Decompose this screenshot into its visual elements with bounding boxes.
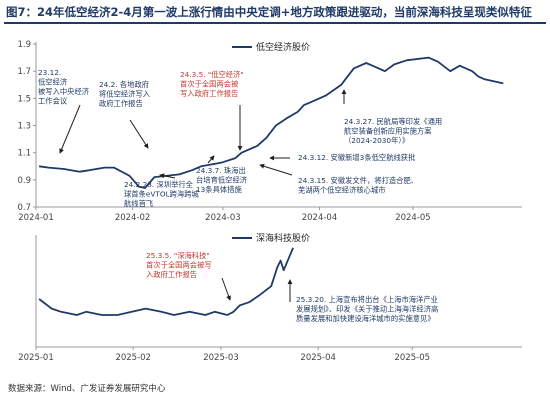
low-altitude-annotation-line: 低空经济 (38, 78, 68, 87)
low-altitude-annotation-5: 24.3.12. 安徽新增3条低空航线获批 (298, 153, 415, 162)
figure-title: 图7：24年低空经济2-4月第一波上涨行情由中央定调+地方政策跟进驱动，当前深海… (6, 5, 532, 19)
low-altitude-annotation-7: 24.2.28. 深圳举行全球首条eVTOL跨海跨城航线首飞 (124, 180, 200, 208)
data-source-note: 数据来源：Wind、广发证券发展研究中心 (8, 384, 166, 394)
low-altitude-annotation-line: 24.3.7. 珠海出 (196, 166, 246, 175)
low-altitude-annotation-line: （2024-2030年）》 (344, 136, 409, 145)
low-altitude-annotation-line: 24.2.28. 深圳举行全 (124, 180, 194, 189)
low-altitude-annotation-line: 24.3.12. 安徽新增3条低空航线获批 (298, 153, 415, 162)
low-altitude-annotation-line: 写入政府工作报告 (180, 89, 238, 98)
low-altitude-annotation-line: 台培育低空经济 (196, 176, 248, 185)
title-divider (4, 22, 546, 24)
low-altitude-annotation-line: 24.3.27. 民航局等印发《通用 (344, 117, 442, 126)
x-tick-label: 2024-02 (115, 213, 151, 223)
deep-sea-annotation-line: 质量发展和加快建设海洋城市的实施意见》 (296, 314, 435, 323)
legend-label-low-altitude: 低空经济股价 (256, 41, 310, 53)
x-tick-label-2: 2025-03 (203, 353, 239, 363)
y-tick-label: 1.1 (17, 149, 31, 159)
y-tick-label: 1.7 (17, 67, 31, 77)
y-tick-label: 1.9 (17, 40, 31, 50)
low-altitude-annotation-line: 政府工作报告 (99, 99, 143, 108)
low-altitude-annotation-6: 24.3.15. 安徽发文件，将打造合肥、芜湖两个低空经济核心城市 (298, 176, 418, 195)
low-altitude-annotation-arrow (207, 155, 215, 164)
low-altitude-annotation-line: 被写入中央经济 (38, 87, 90, 96)
deep-sea-annotation-line: 25.3.20. 上海宣布将出台《上海市海洋产业 (296, 295, 438, 304)
deep-sea-annotation-line: 25.3.5. "深海科技" (146, 251, 210, 260)
low-altitude-annotation-line: 航空装备创新应用实施方案 (344, 127, 432, 136)
x-tick-label-2: 2025-01 (18, 353, 54, 363)
low-altitude-annotation-line: 将低空经济写入 (99, 90, 151, 99)
low-altitude-annotation-2: 24.2. 各地政府将低空经济写入政府工作报告 (99, 80, 151, 108)
low-altitude-annotation-line: 球首条eVTOL跨海跨城 (124, 190, 200, 199)
low-altitude-annotation-4: 24.3.27. 民航局等印发《通用航空装备创新应用实施方案（2024-2030… (344, 117, 442, 145)
deep-sea-annotation-1: 25.3.5. "深海科技"首次于全国两会被写入政府工作报告 (146, 251, 212, 279)
deep-sea-annotation-line: 首次于全国两会被写 (146, 261, 212, 270)
x-tick-label: 2024-03 (205, 213, 241, 223)
low-altitude-annotation-arrow (59, 104, 81, 154)
x-tick-label-2: 2025-05 (395, 353, 431, 363)
low-altitude-annotation-arrow (159, 173, 176, 179)
series-line-low-altitude (38, 56, 504, 189)
low-altitude-annotation-line: 24.3.5. "低空经济" (180, 70, 244, 79)
low-altitude-annotation-3: 24.3.5. "低空经济"首次于全国两会被写入政府工作报告 (180, 70, 244, 98)
low-altitude-annotation-line: 13条具体措施 (196, 185, 242, 194)
deep-sea-annotation-line: 入政府工作报告 (146, 270, 197, 279)
x-tick-label-2: 2025-04 (300, 353, 336, 363)
y-tick-label: 0.9 (17, 176, 31, 186)
series-line-deep-sea (38, 247, 294, 316)
legend-label-deep-sea: 深海科技股价 (256, 232, 310, 244)
figure-title-bar: 图7：24年低空经济2-4月第一波上涨行情由中央定调+地方政策跟进驱动，当前深海… (0, 0, 550, 24)
low-altitude-annotation-line: 23.12. (38, 68, 61, 77)
x-tick-label: 2024-01 (18, 213, 54, 223)
low-altitude-annotation-arrow (259, 163, 293, 176)
deep-sea-annotation-line: 发展规划》、印发《关于推动上海海洋经济高 (296, 305, 438, 314)
low-altitude-annotation-1: 23.12.低空经济被写入中央经济工作会议 (38, 68, 90, 106)
deep-sea-annotation-2: 25.3.20. 上海宣布将出台《上海市海洋产业发展规划》、印发《关于推动上海海… (296, 295, 438, 323)
x-tick-label: 2024-05 (395, 213, 431, 223)
x-tick-label: 2024-04 (302, 213, 338, 223)
y-tick-label: 1.5 (17, 94, 31, 104)
low-altitude-annotation-line: 首次于全国两会被 (180, 80, 239, 89)
low-altitude-annotation-arrow (129, 119, 149, 149)
low-altitude-annotation-8: 24.3.7. 珠海出台培育低空经济 13条具体措施 (196, 166, 248, 194)
low-altitude-annotation-line: 24.2. 各地政府 (99, 80, 149, 89)
low-altitude-annotation-line: 工作会议 (38, 97, 68, 106)
y-tick-label: 0.7 (17, 203, 31, 213)
low-altitude-annotation-line: 航线首飞 (124, 199, 153, 208)
low-altitude-annotation-line: 芜湖两个低空经济核心城市 (298, 186, 386, 195)
x-tick-label-2: 2025-02 (115, 353, 151, 363)
y-tick-label: 1.3 (17, 122, 31, 132)
deep-sea-annotation-arrow (221, 277, 231, 301)
low-altitude-annotation-line: 24.3.15. 安徽发文件，将打造合肥、 (298, 176, 418, 185)
